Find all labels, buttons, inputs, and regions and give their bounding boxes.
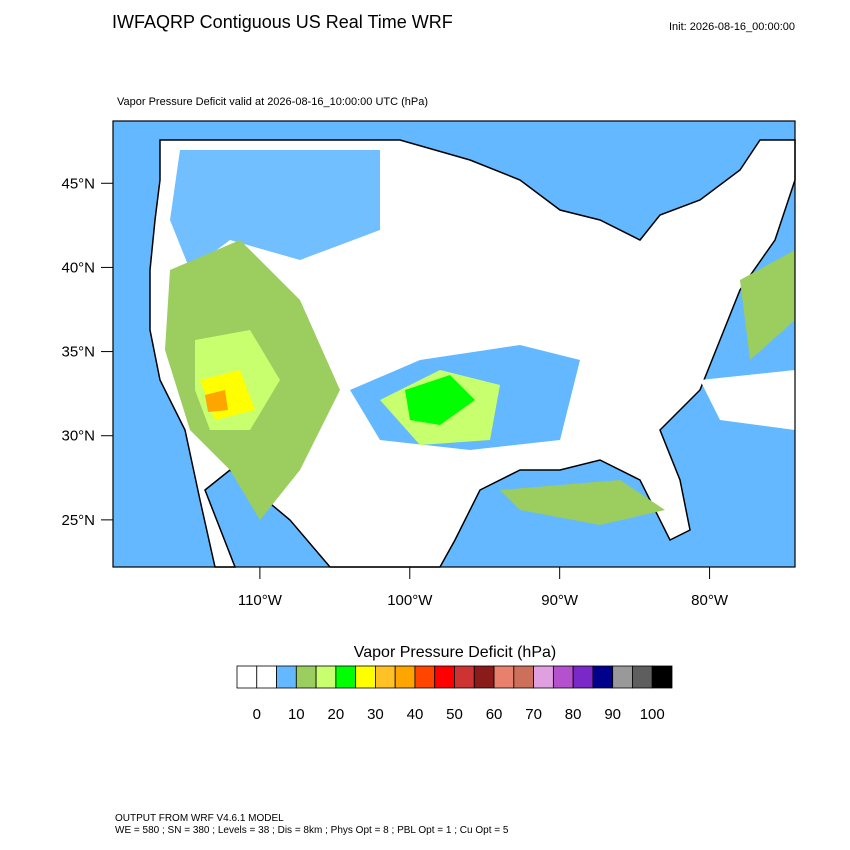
colorbar-label: 20 [328, 706, 345, 723]
colorbar-box [236, 665, 258, 689]
lon-label: 90°W [541, 592, 579, 609]
title: IWFAQRP Contiguous US Real Time WRF [112, 12, 453, 32]
colorbar-box [651, 665, 673, 689]
colorbar-box [612, 665, 633, 689]
colorbar-box [295, 665, 317, 689]
colorbar-box [394, 665, 416, 689]
vpd-area [170, 150, 380, 270]
colorbar-box [335, 665, 357, 689]
lat-label: 30°N [61, 428, 95, 445]
vpd-area [205, 390, 228, 412]
vpd-area [740, 250, 795, 360]
colorbar-label: 80 [565, 706, 582, 723]
init-time: Init: 2026-08-16_00:00:00 [669, 21, 795, 33]
colorbar-label: 30 [367, 706, 384, 723]
colorbar-box [473, 665, 495, 689]
colorbar-title: Vapor Pressure Deficit (hPa) [354, 644, 556, 661]
colorbar-box [533, 665, 554, 689]
lon-label: 100°W [387, 592, 433, 609]
lat-label: 40°N [61, 259, 95, 276]
subtitle: Vapor Pressure Deficit valid at 2026-08-… [117, 96, 428, 108]
colorbar-box [355, 665, 376, 689]
colorbar-label: 50 [446, 706, 463, 723]
colorbar-box [375, 665, 396, 689]
colorbar-label: 100 [640, 706, 665, 723]
vpd-area [405, 375, 475, 425]
colorbar-box [315, 665, 337, 689]
colorbar-label: 0 [253, 706, 261, 723]
colorbar-box [552, 665, 574, 689]
colorbar-box [632, 665, 653, 689]
footer-line: OUTPUT FROM WRF V4.6.1 MODEL [115, 813, 284, 824]
colorbar-label: 60 [486, 706, 503, 723]
colorbar-box [454, 665, 475, 689]
colorbar-box [592, 665, 614, 689]
colorbar-box [414, 665, 436, 689]
map [112, 120, 796, 568]
footer-line: WE = 580 ; SN = 380 ; Levels = 38 ; Dis … [115, 825, 509, 836]
lat-label: 25°N [61, 512, 95, 529]
lon-label: 110°W [238, 592, 283, 609]
colorbar-label: 10 [288, 706, 305, 723]
lon-label: 80°W [691, 592, 729, 609]
colorbar-box [493, 665, 515, 689]
colorbar-label: 90 [604, 706, 621, 723]
lat-label: 35°N [61, 344, 95, 361]
colorbar-box [513, 665, 534, 689]
colorbar-box [434, 665, 455, 689]
colorbar-label: 40 [407, 706, 424, 723]
colorbar-box [572, 665, 594, 689]
vpd-area [700, 370, 795, 430]
map-frame [112, 120, 796, 568]
colorbar: 0 10 20 30 40 50 60 70 80 90 100 [236, 665, 673, 723]
colorbar-box [276, 665, 297, 689]
lat-label: 45°N [61, 175, 95, 192]
vpd-area [500, 480, 665, 525]
colorbar-box [256, 665, 277, 689]
map-axes: 45°N 40°N 35°N 30°N 25°N 110°W 100°W 90°W 80°W [61, 175, 728, 609]
colorbar-label: 70 [525, 706, 542, 723]
